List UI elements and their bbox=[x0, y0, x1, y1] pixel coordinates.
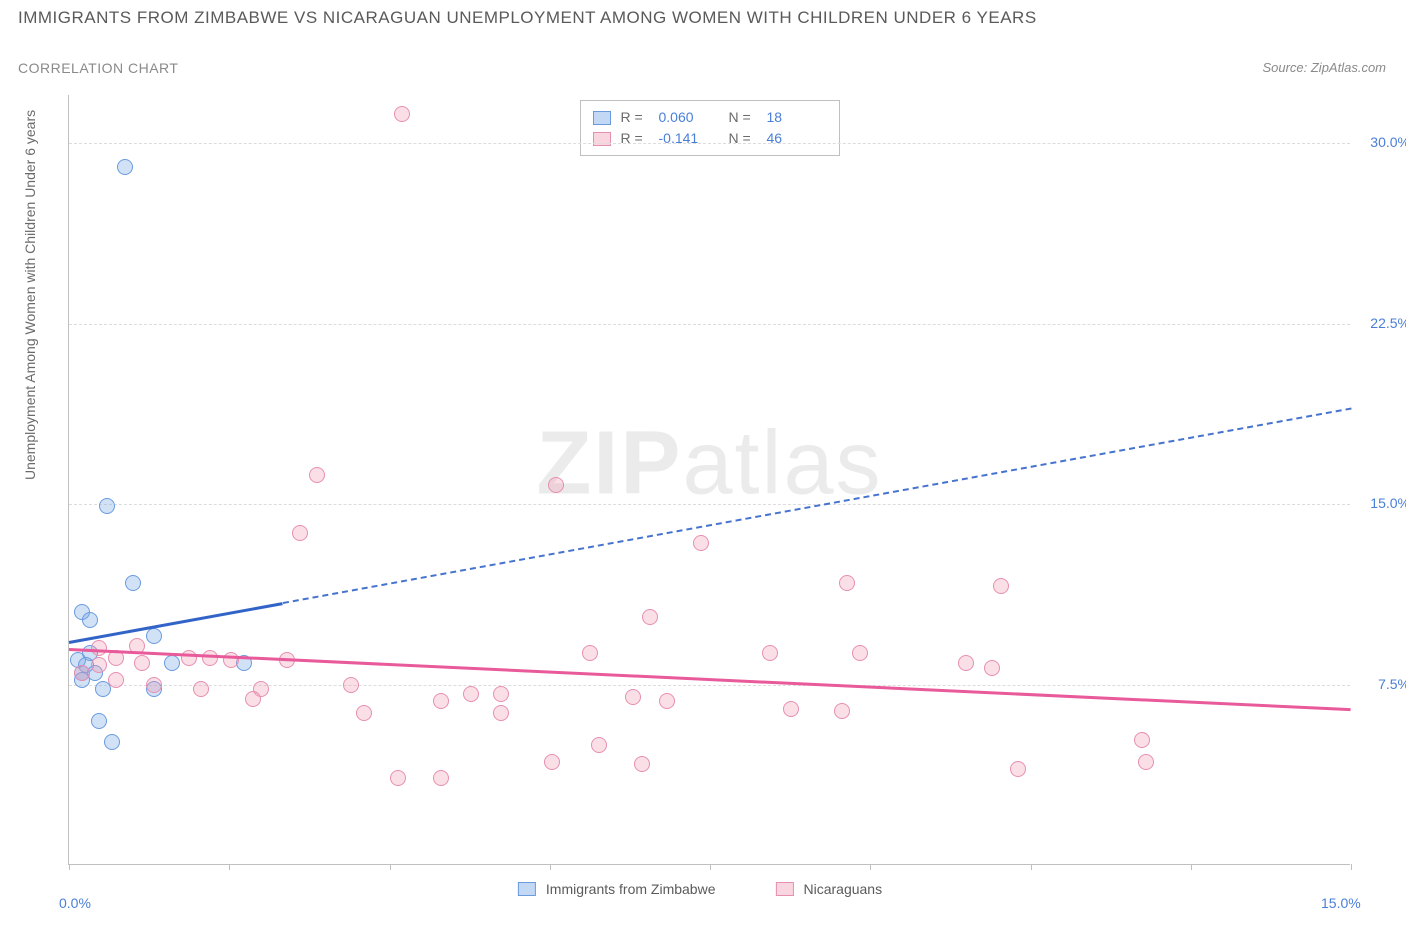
x-tick bbox=[390, 864, 391, 870]
x-tick-label: 15.0% bbox=[1321, 895, 1361, 911]
data-point bbox=[783, 701, 799, 717]
data-point bbox=[625, 689, 641, 705]
data-point bbox=[193, 681, 209, 697]
legend-item-series2: Nicaraguans bbox=[775, 881, 882, 897]
data-point bbox=[108, 672, 124, 688]
data-point bbox=[544, 754, 560, 770]
data-point bbox=[99, 498, 115, 514]
legend-label: Nicaraguans bbox=[803, 881, 882, 897]
stats-row-series1: R = 0.060 N = 18 bbox=[593, 107, 827, 128]
x-tick bbox=[69, 864, 70, 870]
data-point bbox=[433, 770, 449, 786]
data-point bbox=[245, 691, 261, 707]
x-tick bbox=[1191, 864, 1192, 870]
data-point bbox=[582, 645, 598, 661]
data-point bbox=[693, 535, 709, 551]
data-point bbox=[146, 677, 162, 693]
x-tick bbox=[1351, 864, 1352, 870]
data-point bbox=[984, 660, 1000, 676]
data-point bbox=[463, 686, 479, 702]
data-point bbox=[493, 705, 509, 721]
data-point bbox=[164, 655, 180, 671]
data-point bbox=[74, 665, 90, 681]
data-point bbox=[202, 650, 218, 666]
x-tick bbox=[710, 864, 711, 870]
data-point bbox=[958, 655, 974, 671]
x-tick-label: 0.0% bbox=[59, 895, 91, 911]
data-point bbox=[548, 477, 564, 493]
trend-line bbox=[69, 602, 283, 644]
data-point bbox=[117, 159, 133, 175]
data-point bbox=[394, 106, 410, 122]
plot-region: ZIPatlas R = 0.060 N = 18 R = -0.141 N =… bbox=[68, 95, 1350, 865]
trend-line bbox=[69, 648, 1351, 711]
chart-title: IMMIGRANTS FROM ZIMBABWE VS NICARAGUAN U… bbox=[18, 8, 1037, 28]
legend-item-series1: Immigrants from Zimbabwe bbox=[518, 881, 716, 897]
legend-label: Immigrants from Zimbabwe bbox=[546, 881, 716, 897]
data-point bbox=[839, 575, 855, 591]
y-tick-label: 7.5% bbox=[1378, 676, 1406, 692]
x-tick bbox=[1031, 864, 1032, 870]
data-point bbox=[433, 693, 449, 709]
data-point bbox=[309, 467, 325, 483]
x-tick bbox=[870, 864, 871, 870]
data-point bbox=[634, 756, 650, 772]
bottom-legend: Immigrants from Zimbabwe Nicaraguans bbox=[518, 881, 882, 897]
data-point bbox=[356, 705, 372, 721]
source-attribution: Source: ZipAtlas.com bbox=[1262, 60, 1386, 75]
data-point bbox=[659, 693, 675, 709]
data-point bbox=[343, 677, 359, 693]
chart-area: ZIPatlas R = 0.060 N = 18 R = -0.141 N =… bbox=[50, 95, 1350, 865]
stats-row-series2: R = -0.141 N = 46 bbox=[593, 128, 827, 149]
data-point bbox=[134, 655, 150, 671]
data-point bbox=[91, 657, 107, 673]
data-point bbox=[82, 612, 98, 628]
data-point bbox=[1134, 732, 1150, 748]
y-axis-label: Unemployment Among Women with Children U… bbox=[22, 110, 38, 480]
swatch-icon bbox=[593, 111, 611, 125]
stats-box: R = 0.060 N = 18 R = -0.141 N = 46 bbox=[580, 100, 840, 156]
chart-subtitle: CORRELATION CHART bbox=[18, 60, 178, 76]
swatch-icon bbox=[518, 882, 536, 896]
data-point bbox=[146, 628, 162, 644]
data-point bbox=[91, 713, 107, 729]
data-point bbox=[762, 645, 778, 661]
data-point bbox=[493, 686, 509, 702]
data-point bbox=[591, 737, 607, 753]
data-point bbox=[834, 703, 850, 719]
y-tick-label: 22.5% bbox=[1370, 315, 1406, 331]
data-point bbox=[390, 770, 406, 786]
data-point bbox=[104, 734, 120, 750]
data-point bbox=[993, 578, 1009, 594]
data-point bbox=[852, 645, 868, 661]
data-point bbox=[1010, 761, 1026, 777]
data-point bbox=[125, 575, 141, 591]
y-tick-label: 30.0% bbox=[1370, 134, 1406, 150]
y-tick-label: 15.0% bbox=[1370, 495, 1406, 511]
data-point bbox=[642, 609, 658, 625]
data-point bbox=[1138, 754, 1154, 770]
gridline bbox=[69, 324, 1350, 325]
watermark: ZIPatlas bbox=[536, 413, 882, 516]
gridline bbox=[69, 143, 1350, 144]
gridline bbox=[69, 504, 1350, 505]
trend-line bbox=[282, 408, 1351, 604]
swatch-icon bbox=[775, 882, 793, 896]
x-tick bbox=[229, 864, 230, 870]
data-point bbox=[292, 525, 308, 541]
x-tick bbox=[550, 864, 551, 870]
